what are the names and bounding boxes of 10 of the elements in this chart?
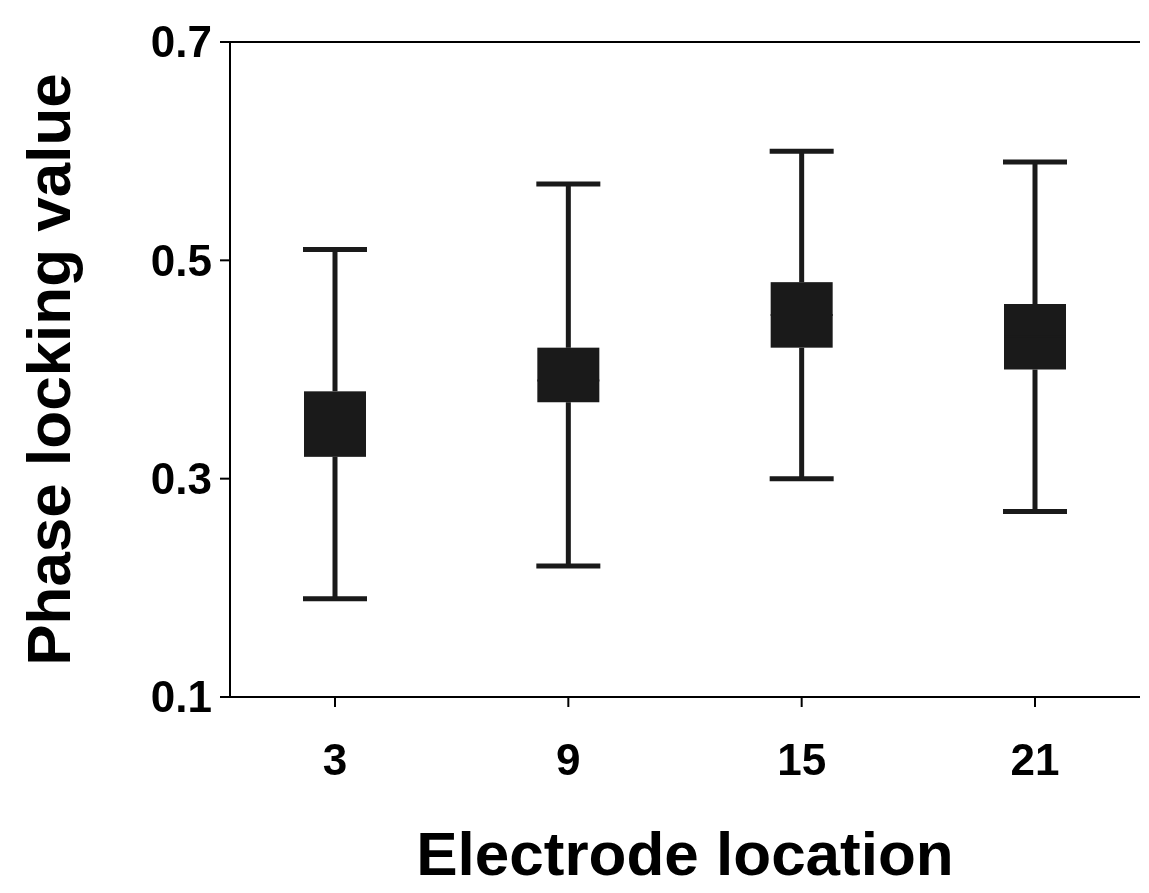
y-tick-label: 0.3 — [150, 454, 212, 504]
x-tick-label: 21 — [1010, 735, 1060, 784]
y-tick-label: 0.1 — [150, 672, 212, 722]
y-axis-title: Phase locking value — [14, 73, 83, 666]
x-axis-title: Electrode location — [416, 819, 954, 888]
y-tick-label: 0.7 — [150, 17, 212, 67]
x-tick-label: 3 — [322, 735, 348, 784]
x-tick-label: 9 — [556, 735, 581, 784]
y-tick-label: 0.5 — [150, 235, 212, 285]
x-tick-label: 15 — [777, 735, 827, 784]
